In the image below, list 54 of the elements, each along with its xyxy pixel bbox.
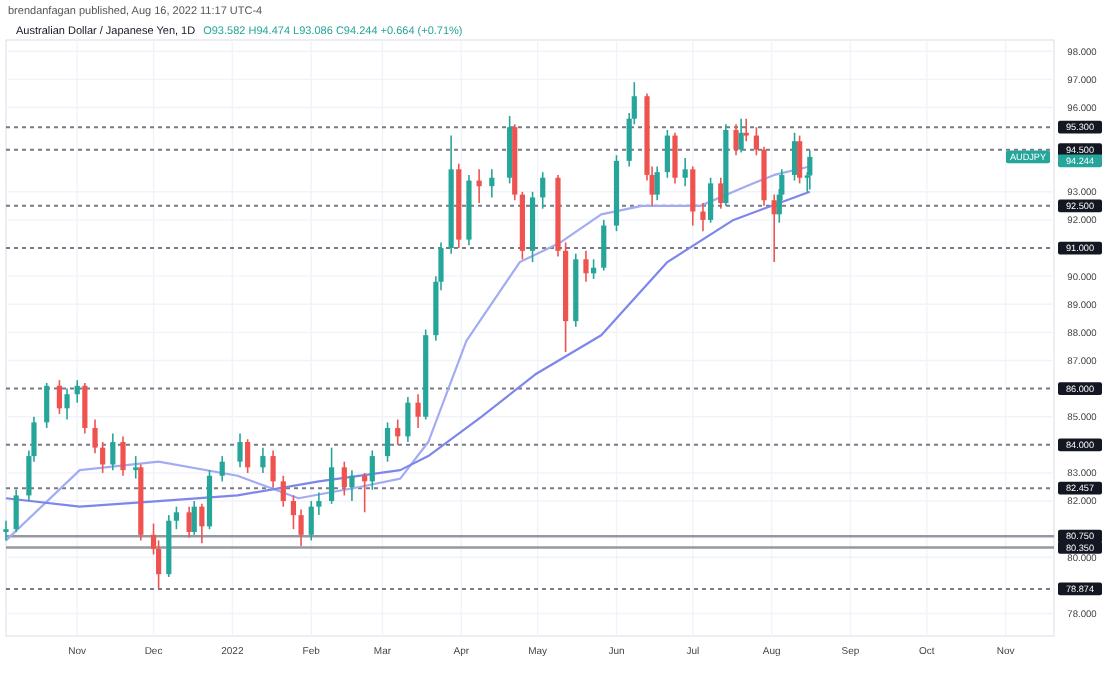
candlestick (270, 449, 276, 488)
candlestick (100, 441, 106, 474)
candlestick (540, 171, 546, 210)
candlestick (298, 508, 304, 547)
candlestick (700, 202, 706, 232)
candlestick (415, 393, 421, 429)
candlestick (743, 117, 749, 143)
candlestick (489, 168, 495, 199)
candlestick (237, 432, 243, 469)
candlestick (738, 117, 744, 154)
candlestick (245, 438, 251, 474)
candlestick (110, 432, 116, 471)
candlestick (384, 421, 391, 463)
candlestick (733, 123, 739, 157)
candlestick (133, 455, 139, 480)
candlestick (405, 396, 411, 443)
candlestick (369, 449, 375, 491)
candlestick (290, 494, 297, 530)
candlestick (186, 505, 192, 539)
candlestick (682, 157, 688, 187)
candlestick (395, 418, 401, 446)
candlestick (349, 469, 355, 502)
candlestick (199, 503, 205, 545)
candlestick (771, 193, 777, 263)
candlestick (92, 418, 98, 455)
candlestick (583, 250, 589, 283)
candlestick (718, 176, 724, 210)
candlestick (280, 474, 286, 508)
candlestick (791, 131, 798, 182)
candlestick (120, 435, 126, 477)
candlestick (664, 129, 670, 179)
candlestick (797, 134, 803, 185)
candlestick (328, 446, 335, 505)
candlestick (690, 165, 696, 227)
candlestick (3, 519, 9, 542)
candlestick (13, 489, 19, 533)
candlestick (601, 219, 607, 272)
line-series (4, 190, 811, 508)
candlestick (672, 131, 678, 185)
candlestick (308, 500, 314, 542)
candlestick (191, 500, 197, 536)
candlestick (260, 446, 266, 474)
candlestick (64, 387, 70, 421)
candlestick (219, 455, 225, 483)
candlestick (316, 491, 322, 516)
candlestick (341, 460, 347, 497)
candlestick (74, 379, 80, 404)
candlestick (753, 126, 759, 157)
candlestick (82, 382, 88, 435)
candlestick (708, 176, 714, 224)
candlestick (654, 165, 660, 202)
candlestick (56, 379, 63, 415)
candlestick (44, 382, 50, 429)
candlestick (173, 505, 180, 530)
